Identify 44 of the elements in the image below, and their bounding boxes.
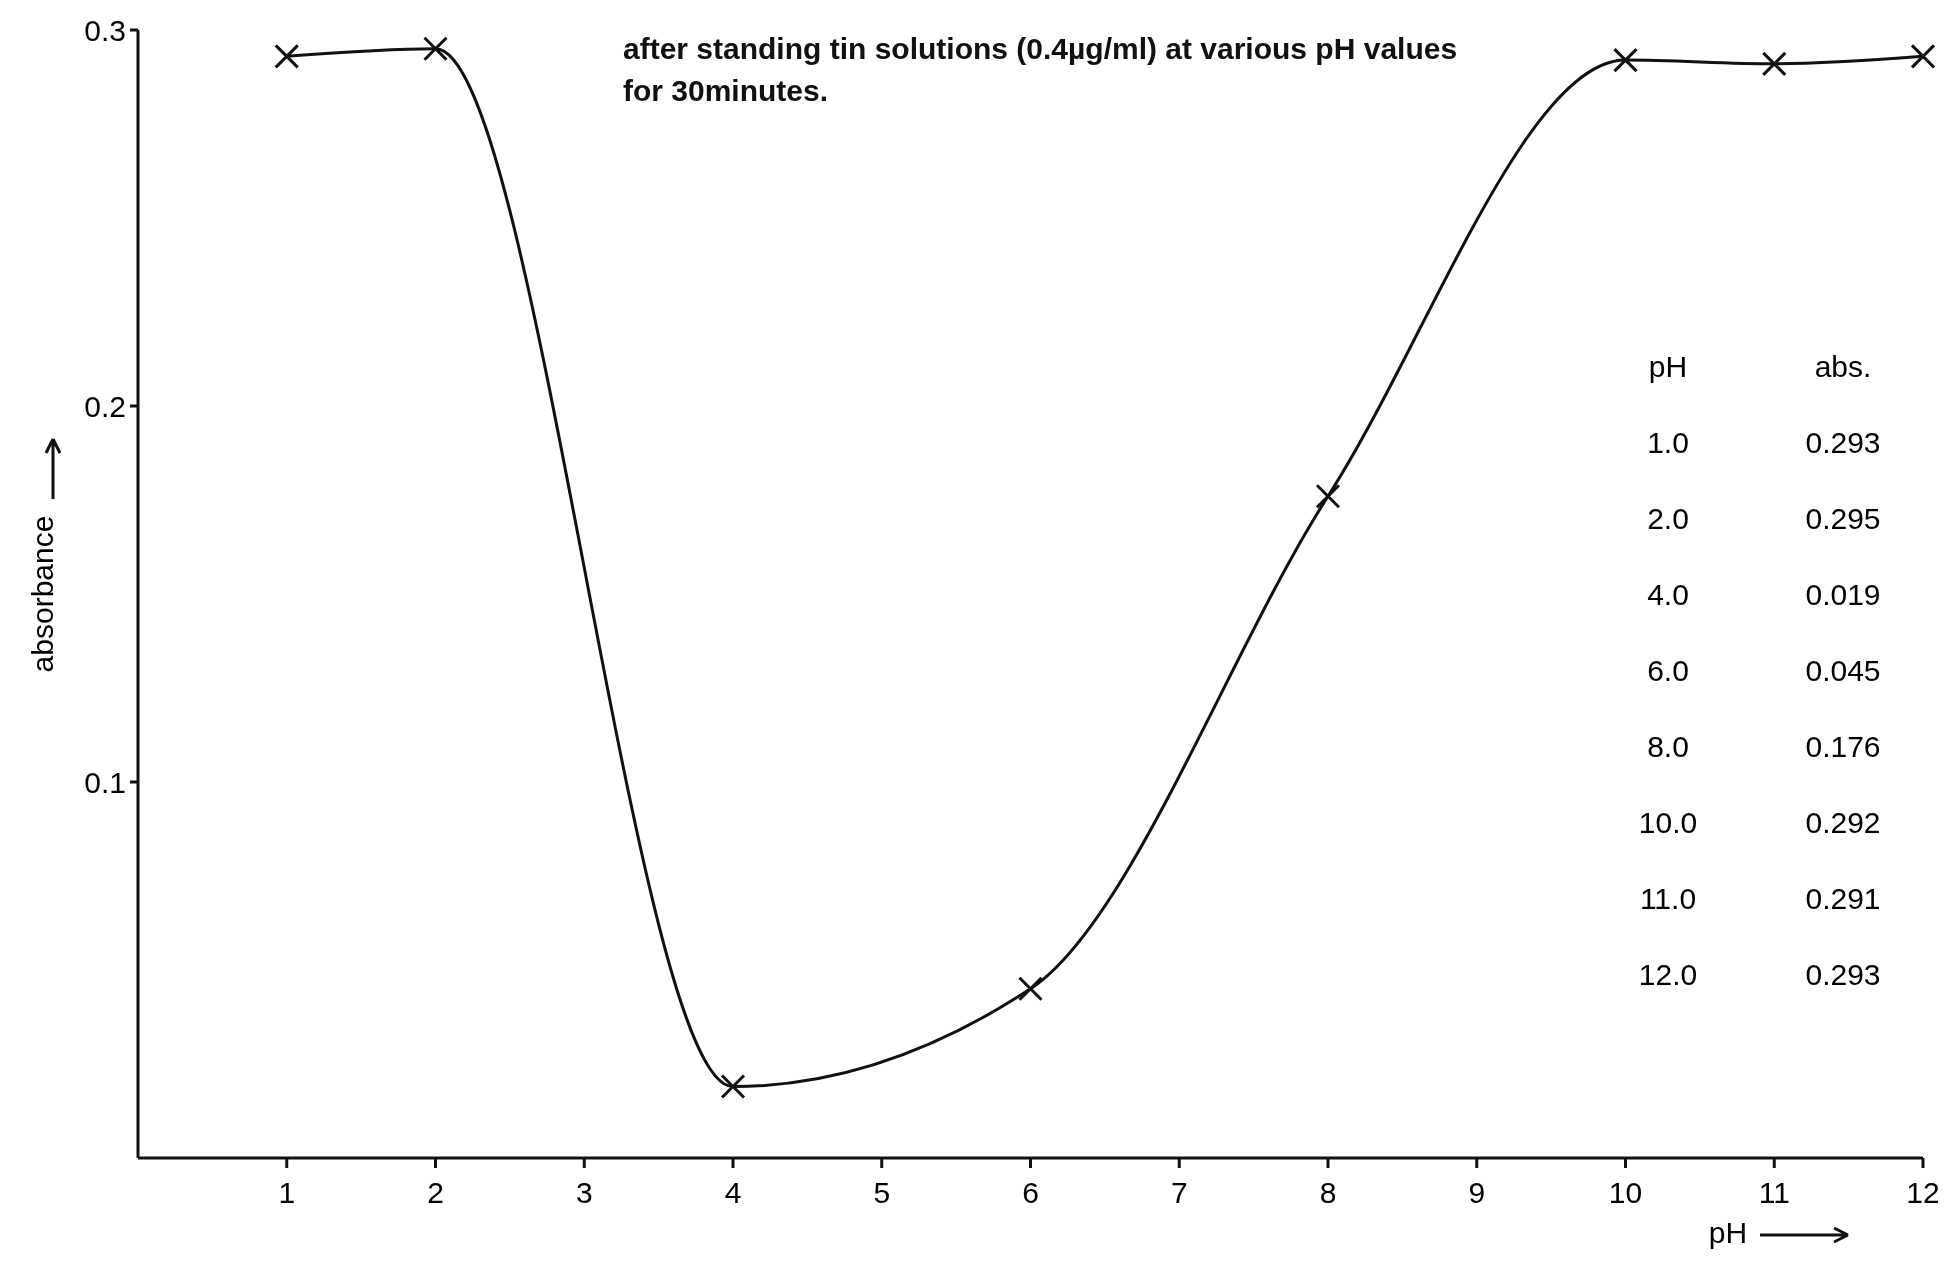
x-tick-label: 2 — [427, 1176, 444, 1209]
x-tick-label: 8 — [1319, 1176, 1337, 1209]
y-axis-title: absorbance — [26, 515, 59, 673]
x-tick-label: 7 — [1170, 1176, 1188, 1209]
annotation: 0.293 — [1805, 958, 1881, 991]
annotation: 0.176 — [1805, 730, 1881, 763]
annotation: 4.0 — [1647, 578, 1689, 611]
x-axis-title: pH — [1708, 1216, 1748, 1249]
annotation: 0.292 — [1805, 806, 1881, 839]
x-tick-label: 6 — [1022, 1176, 1039, 1209]
x-tick-label: 4 — [724, 1176, 742, 1209]
annotation: 12.0 — [1638, 958, 1698, 991]
annotation: 1.0 — [1647, 426, 1689, 459]
annotation: 0.293 — [1805, 426, 1881, 459]
annotation: 0.019 — [1805, 578, 1881, 611]
point — [1315, 483, 1341, 509]
point — [423, 36, 448, 62]
annotation: 8.0 — [1647, 730, 1689, 763]
x-tick-label: 9 — [1468, 1176, 1486, 1209]
y-tick-label: 0.1 — [84, 765, 126, 799]
x-tick-label: 10 — [1608, 1176, 1643, 1209]
x-tick-label: 11 — [1758, 1176, 1790, 1209]
annotation: 0.291 — [1805, 882, 1881, 915]
point — [1613, 47, 1638, 73]
annotation: 0.045 — [1805, 654, 1881, 687]
point — [1761, 51, 1787, 77]
x-tick-label: 1 — [278, 1176, 296, 1209]
x-tick-label: 3 — [575, 1176, 593, 1209]
point — [1910, 43, 1936, 69]
point — [720, 1074, 746, 1100]
annotation: abs. — [1814, 350, 1872, 383]
x-tick-label: 12 — [1906, 1176, 1940, 1209]
point — [1018, 976, 1043, 1002]
annotation: 0.295 — [1805, 502, 1881, 535]
annotation: 11.0 — [1639, 882, 1697, 915]
annotation: 6.0 — [1647, 654, 1689, 687]
annotation: 2.0 — [1647, 502, 1689, 535]
x-tick-label: 5 — [873, 1176, 891, 1209]
y-tick-label: 0.3 — [84, 13, 126, 47]
text: after standing tin solutions (0.4µg/ml) at various pH values for 30minutes. — [623, 31, 1459, 109]
annotation: pH — [1648, 350, 1688, 383]
annotation: 10.0 — [1638, 806, 1698, 839]
point — [274, 43, 300, 69]
y-tick-label: 0.2 — [84, 389, 126, 423]
